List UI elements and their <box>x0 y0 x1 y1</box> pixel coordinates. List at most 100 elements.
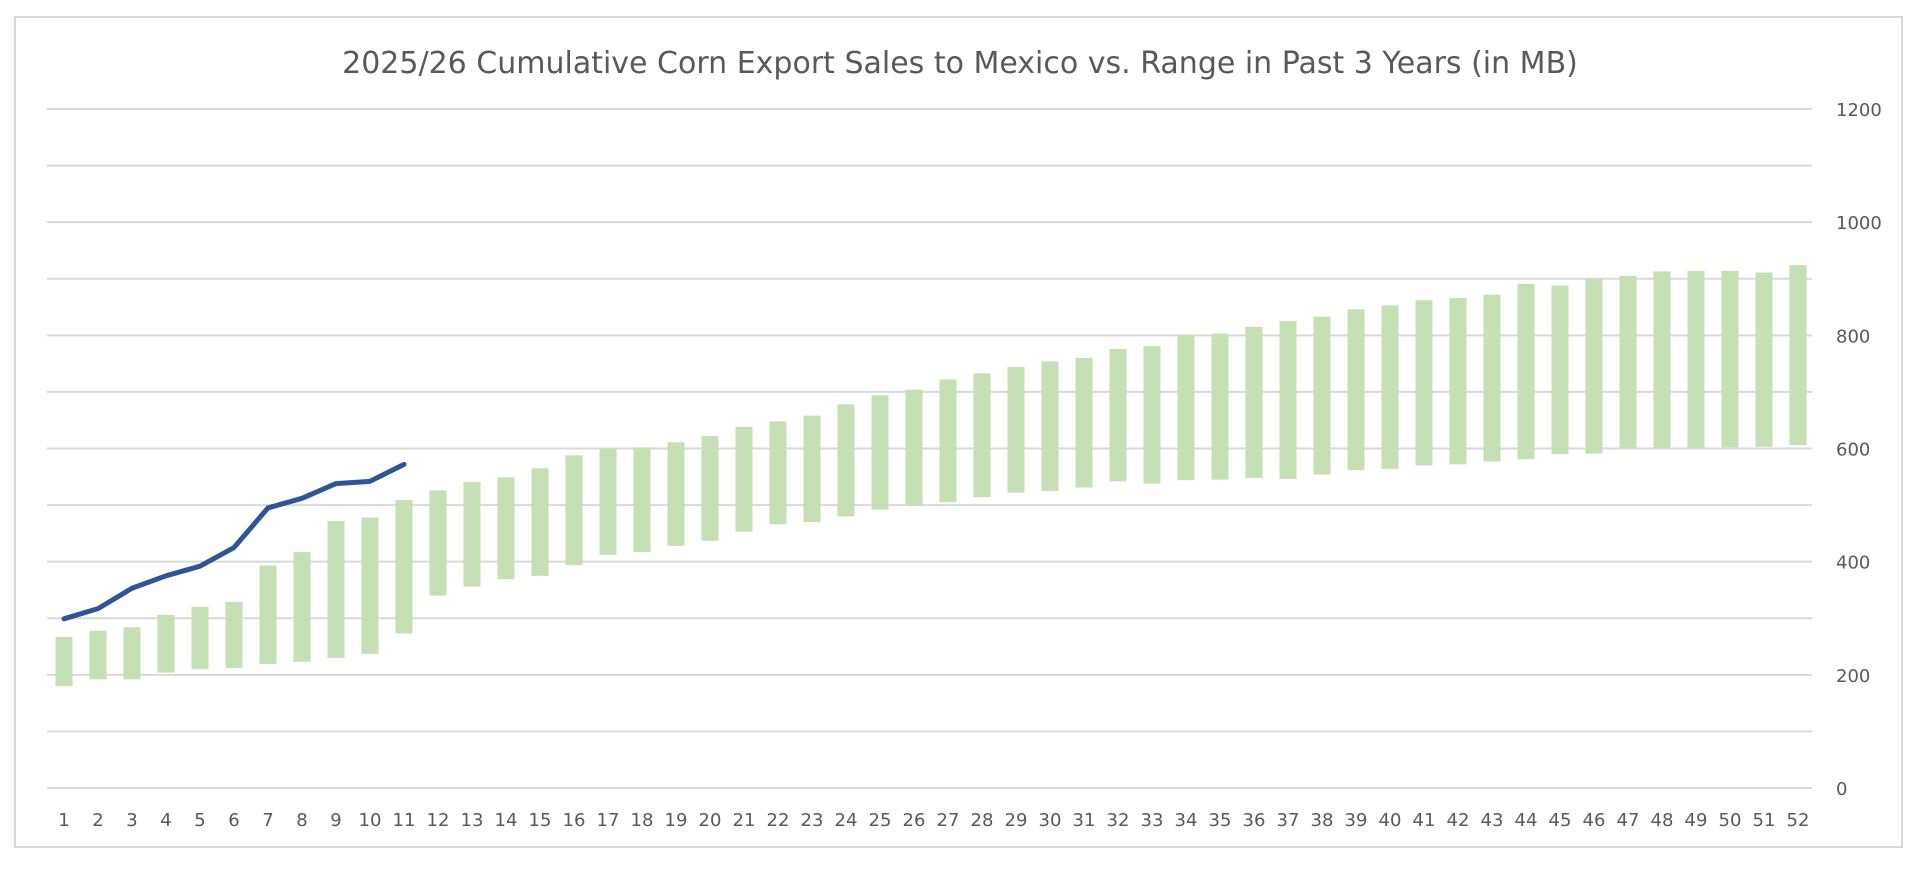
x-tick-label: 17 <box>597 810 620 831</box>
x-tick-label: 13 <box>461 810 484 831</box>
range-bar-week-31 <box>1075 357 1093 488</box>
range-bar-week-41 <box>1415 300 1433 466</box>
range-bar-week-29 <box>1007 367 1025 493</box>
x-tick-label: 23 <box>801 810 824 831</box>
y-tick-label: 200 <box>1836 666 1870 687</box>
range-bar-week-12 <box>429 490 447 596</box>
range-bar-week-6 <box>225 601 243 669</box>
x-tick-label: 11 <box>393 810 416 831</box>
x-tick-label: 24 <box>835 810 858 831</box>
x-tick-label: 30 <box>1039 810 1062 831</box>
x-tick-label: 2 <box>92 810 103 831</box>
range-bar-week-17 <box>599 448 617 555</box>
y-tick-label: 1000 <box>1836 213 1882 234</box>
x-tick-label: 20 <box>699 810 722 831</box>
range-bar-week-43 <box>1483 294 1501 462</box>
x-tick-label: 28 <box>971 810 994 831</box>
y-tick-label: 800 <box>1836 326 1870 347</box>
range-bar-week-48 <box>1653 271 1671 449</box>
range-bar-week-21 <box>735 426 753 532</box>
range-bar-week-18 <box>633 447 651 553</box>
range-bar-week-39 <box>1347 309 1365 471</box>
x-tick-label: 6 <box>228 810 239 831</box>
x-tick-label: 49 <box>1685 810 1708 831</box>
range-bar-week-9 <box>327 520 345 658</box>
range-bar-week-34 <box>1177 335 1195 481</box>
x-tick-label: 29 <box>1005 810 1028 831</box>
range-bar-week-38 <box>1313 316 1331 475</box>
y-tick-label: 600 <box>1836 440 1870 461</box>
x-tick-label: 47 <box>1617 810 1640 831</box>
range-bar-week-13 <box>463 481 481 587</box>
range-bar-week-33 <box>1143 346 1161 484</box>
x-tick-label: 34 <box>1175 810 1198 831</box>
range-bar-week-49 <box>1687 270 1705 448</box>
range-bar-week-11 <box>395 499 413 634</box>
x-tick-label: 38 <box>1311 810 1334 831</box>
x-tick-label: 36 <box>1243 810 1266 831</box>
x-tick-label: 50 <box>1719 810 1742 831</box>
x-tick-label: 31 <box>1073 810 1096 831</box>
x-tick-label: 12 <box>427 810 450 831</box>
x-tick-label: 42 <box>1447 810 1470 831</box>
x-tick-label: 4 <box>160 810 171 831</box>
x-tick-label: 7 <box>262 810 273 831</box>
range-bar-week-35 <box>1211 333 1229 480</box>
range-bar-week-23 <box>803 415 821 523</box>
y-axis-tick-labels: 0 200 400 600 800 1000 1200 <box>1836 100 1882 800</box>
x-tick-label: 41 <box>1413 810 1436 831</box>
x-tick-label: 37 <box>1277 810 1300 831</box>
range-bar-week-45 <box>1551 285 1569 455</box>
range-bar-week-51 <box>1755 272 1773 447</box>
x-tick-label: 5 <box>194 810 205 831</box>
x-tick-label: 32 <box>1107 810 1130 831</box>
gridlines <box>47 108 1812 789</box>
y-tick-label: 0 <box>1836 779 1847 800</box>
range-bar-week-36 <box>1245 326 1263 478</box>
range-bar-week-7 <box>259 565 277 665</box>
range-bar-week-10 <box>361 517 379 654</box>
range-bar-week-37 <box>1279 321 1297 480</box>
x-tick-label: 39 <box>1345 810 1368 831</box>
range-bar-week-14 <box>497 477 515 580</box>
range-bar-week-27 <box>939 379 957 503</box>
x-tick-label: 43 <box>1481 810 1504 831</box>
x-tick-label: 16 <box>563 810 586 831</box>
x-tick-label: 22 <box>767 810 790 831</box>
range-bar-week-46 <box>1585 278 1603 454</box>
x-tick-label: 3 <box>126 810 137 831</box>
x-tick-label: 18 <box>631 810 654 831</box>
range-bar-week-3 <box>123 627 141 680</box>
y-tick-label: 1200 <box>1836 100 1882 121</box>
x-tick-label: 51 <box>1753 810 1776 831</box>
range-bar-week-40 <box>1381 305 1399 469</box>
x-tick-label: 35 <box>1209 810 1232 831</box>
range-bars <box>55 265 1807 687</box>
x-tick-label: 19 <box>665 810 688 831</box>
chart-title: 2025/26 Cumulative Corn Export Sales to … <box>342 46 1578 81</box>
x-tick-label: 48 <box>1651 810 1674 831</box>
x-tick-label: 40 <box>1379 810 1402 831</box>
x-tick-label: 15 <box>529 810 552 831</box>
range-bar-week-44 <box>1517 283 1535 460</box>
range-bar-week-32 <box>1109 348 1127 482</box>
range-bar-week-47 <box>1619 275 1637 449</box>
range-bar-week-16 <box>565 455 583 566</box>
x-tick-label: 21 <box>733 810 756 831</box>
range-bar-week-5 <box>191 606 209 670</box>
range-bar-week-26 <box>905 389 923 506</box>
x-tick-label: 52 <box>1787 810 1810 831</box>
x-tick-label: 14 <box>495 810 518 831</box>
x-tick-label: 10 <box>359 810 382 831</box>
range-bar-week-15 <box>531 468 549 576</box>
x-tick-label: 27 <box>937 810 960 831</box>
line-2025-26-cumulative <box>61 461 407 622</box>
x-tick-label: 8 <box>296 810 307 831</box>
range-bar-week-4 <box>157 614 175 673</box>
current-year-line <box>61 461 407 622</box>
range-bar-week-30 <box>1041 361 1059 491</box>
x-tick-label: 44 <box>1515 810 1538 831</box>
range-bar-week-24 <box>837 404 855 517</box>
x-tick-label: 1 <box>58 810 69 831</box>
